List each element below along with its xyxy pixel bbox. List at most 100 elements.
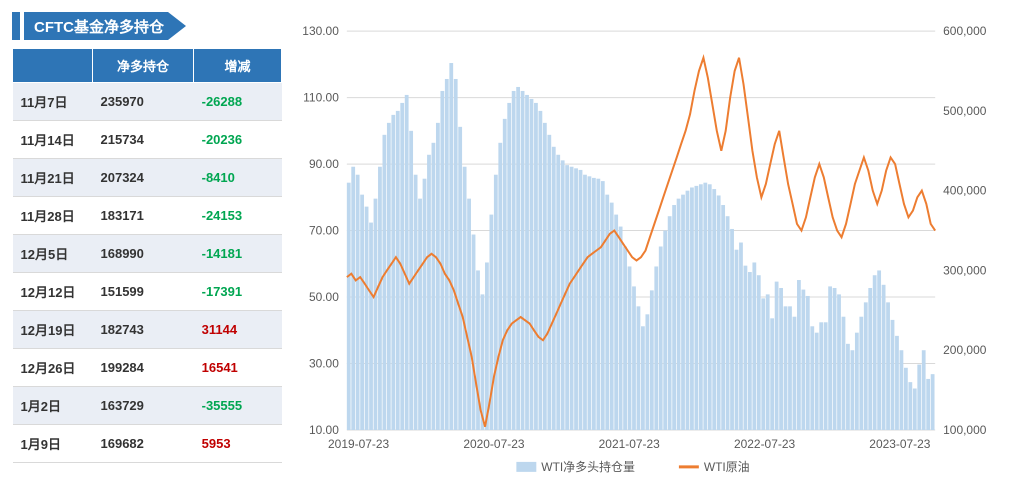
cell-change: -8410: [194, 159, 282, 197]
bar: [744, 266, 748, 430]
bar: [405, 95, 409, 430]
bar: [494, 175, 498, 430]
bar: [694, 186, 698, 430]
bar: [374, 199, 378, 430]
bar: [512, 91, 516, 430]
title-banner: CFTC基金净多持仓: [12, 12, 282, 40]
x-tick: 2020-07-23: [463, 437, 524, 451]
cell-date: 1月9日: [13, 425, 93, 463]
bar: [784, 306, 788, 430]
bar: [423, 179, 427, 430]
cell-change: 5953: [194, 425, 282, 463]
bar: [806, 296, 810, 430]
bar: [761, 298, 765, 430]
bar: [449, 63, 453, 430]
cell-position: 183171: [93, 197, 194, 235]
cell-change: -17391: [194, 273, 282, 311]
bar: [752, 262, 756, 430]
cell-position: 168990: [93, 235, 194, 273]
bar: [917, 365, 921, 430]
cell-position: 215734: [93, 121, 194, 159]
table-row: 12月19日18274331144: [13, 311, 282, 349]
bar: [396, 111, 400, 430]
table-row: 1月2日163729-35555: [13, 387, 282, 425]
bar: [850, 350, 854, 430]
y-left-tick: 50.00: [309, 290, 339, 304]
bar: [632, 286, 636, 430]
col-change: 增减: [194, 49, 282, 83]
cell-change: -24153: [194, 197, 282, 235]
chart-panel: 10.0030.0050.0070.0090.00110.00130.00100…: [292, 12, 1000, 489]
bar: [730, 229, 734, 430]
bar: [708, 184, 712, 430]
bar: [463, 167, 467, 430]
bar: [913, 389, 917, 430]
y-right-tick: 500,000: [943, 104, 987, 118]
bar: [686, 191, 690, 430]
table-row: 12月26日19928416541: [13, 349, 282, 387]
y-left-tick: 110.00: [303, 91, 339, 105]
bar: [721, 205, 725, 430]
y-right-tick: 300,000: [943, 263, 987, 277]
bar: [833, 288, 837, 430]
bar: [859, 317, 863, 430]
bar: [383, 135, 387, 430]
x-tick: 2023-07-23: [869, 437, 930, 451]
cell-position: 199284: [93, 349, 194, 387]
bar: [467, 199, 471, 430]
legend-label: WTI原油: [704, 460, 750, 474]
combo-chart: 10.0030.0050.0070.0090.00110.00130.00100…: [292, 12, 1000, 489]
bar: [904, 368, 908, 430]
bar: [793, 317, 797, 430]
bar: [703, 183, 707, 430]
bar: [547, 135, 551, 430]
cell-position: 235970: [93, 83, 194, 121]
bar: [472, 235, 476, 430]
cell-change: -35555: [194, 387, 282, 425]
bar: [596, 179, 600, 430]
bar: [539, 111, 543, 430]
bar: [543, 123, 547, 430]
legend-swatch: [516, 462, 536, 472]
bar: [614, 215, 618, 430]
cell-date: 12月5日: [13, 235, 93, 273]
bar: [810, 326, 814, 430]
bar: [454, 79, 458, 430]
bar: [757, 275, 761, 430]
bar: [699, 184, 703, 430]
cell-date: 11月7日: [13, 83, 93, 121]
bar: [387, 123, 391, 430]
title-accent-bar: [12, 12, 20, 40]
bar: [770, 318, 774, 430]
bar: [623, 247, 627, 430]
col-position: 净多持仓: [93, 49, 194, 83]
y-left-tick: 10.00: [309, 423, 339, 437]
table-row: 11月14日215734-20236: [13, 121, 282, 159]
cell-date: 11月21日: [13, 159, 93, 197]
cell-change: 16541: [194, 349, 282, 387]
bar: [570, 167, 574, 430]
bar: [900, 350, 904, 430]
bar: [931, 374, 935, 430]
bar: [828, 286, 832, 430]
bar: [503, 119, 507, 430]
cell-position: 207324: [93, 159, 194, 197]
cell-date: 12月26日: [13, 349, 93, 387]
bar: [748, 272, 752, 430]
bar: [427, 155, 431, 430]
bar: [365, 207, 369, 430]
cell-change: -26288: [194, 83, 282, 121]
bar: [436, 123, 440, 430]
bar: [605, 195, 609, 430]
table-row: 12月12日151599-17391: [13, 273, 282, 311]
bar: [516, 87, 520, 430]
bar: [574, 168, 578, 430]
y-left-tick: 90.00: [309, 157, 339, 171]
bar: [583, 175, 587, 430]
bar: [619, 227, 623, 430]
cell-position: 169682: [93, 425, 194, 463]
bar: [775, 282, 779, 430]
bar: [351, 167, 355, 430]
bar: [846, 344, 850, 430]
bar: [739, 243, 743, 430]
